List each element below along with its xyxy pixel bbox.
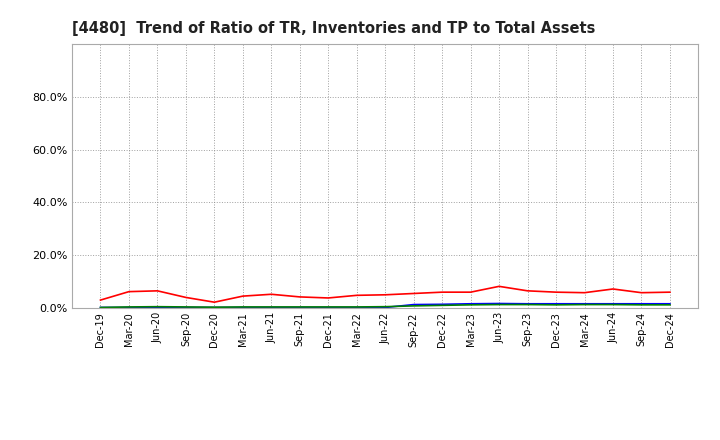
Trade Receivables — [324, 295, 333, 301]
Inventories — [125, 305, 133, 310]
Inventories — [153, 305, 162, 310]
Inventories — [523, 301, 532, 306]
Inventories — [352, 305, 361, 310]
Trade Receivables — [410, 291, 418, 296]
Trade Payables — [637, 302, 646, 308]
Trade Payables — [267, 304, 276, 310]
Trade Payables — [181, 304, 190, 310]
Inventories — [96, 305, 105, 310]
Trade Payables — [552, 302, 560, 308]
Text: [4480]  Trend of Ratio of TR, Inventories and TP to Total Assets: [4480] Trend of Ratio of TR, Inventories… — [72, 21, 595, 36]
Trade Payables — [238, 304, 247, 310]
Inventories — [267, 305, 276, 310]
Trade Receivables — [96, 297, 105, 303]
Trade Payables — [665, 302, 674, 308]
Trade Receivables — [295, 294, 304, 300]
Line: Trade Payables: Trade Payables — [101, 304, 670, 308]
Inventories — [495, 301, 503, 306]
Trade Receivables — [352, 293, 361, 298]
Trade Receivables — [125, 289, 133, 294]
Trade Payables — [381, 304, 390, 309]
Inventories — [438, 302, 446, 307]
Trade Payables — [352, 304, 361, 310]
Inventories — [552, 301, 560, 306]
Trade Payables — [580, 302, 589, 307]
Inventories — [210, 305, 219, 310]
Inventories — [324, 305, 333, 310]
Trade Payables — [608, 302, 617, 307]
Line: Trade Receivables: Trade Receivables — [101, 286, 670, 302]
Trade Payables — [467, 302, 475, 308]
Trade Payables — [125, 304, 133, 310]
Line: Inventories: Inventories — [101, 304, 670, 308]
Trade Receivables — [381, 292, 390, 297]
Inventories — [665, 301, 674, 306]
Trade Payables — [523, 302, 532, 307]
Trade Receivables — [665, 290, 674, 295]
Inventories — [608, 301, 617, 306]
Trade Payables — [438, 303, 446, 308]
Inventories — [295, 305, 304, 310]
Inventories — [410, 302, 418, 307]
Trade Receivables — [153, 288, 162, 293]
Inventories — [181, 305, 190, 310]
Trade Receivables — [438, 290, 446, 295]
Trade Receivables — [267, 292, 276, 297]
Trade Payables — [153, 304, 162, 309]
Inventories — [238, 305, 247, 310]
Trade Payables — [295, 304, 304, 310]
Trade Receivables — [523, 288, 532, 293]
Trade Payables — [410, 303, 418, 308]
Inventories — [637, 301, 646, 306]
Trade Receivables — [181, 295, 190, 300]
Inventories — [467, 301, 475, 306]
Trade Payables — [324, 304, 333, 310]
Trade Receivables — [552, 290, 560, 295]
Trade Receivables — [580, 290, 589, 295]
Trade Receivables — [608, 286, 617, 292]
Trade Receivables — [210, 300, 219, 305]
Trade Payables — [96, 305, 105, 310]
Inventories — [381, 305, 390, 310]
Trade Receivables — [495, 284, 503, 289]
Trade Receivables — [238, 293, 247, 299]
Inventories — [580, 301, 589, 306]
Trade Payables — [210, 304, 219, 310]
Trade Receivables — [637, 290, 646, 295]
Trade Receivables — [467, 290, 475, 295]
Trade Payables — [495, 302, 503, 307]
